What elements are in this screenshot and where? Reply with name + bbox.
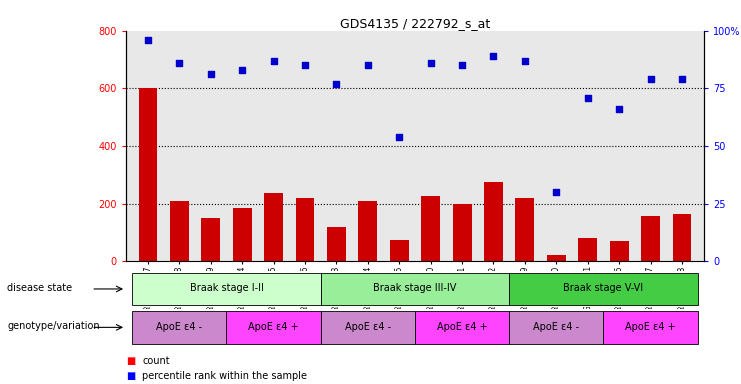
Point (142, 37, 154, 43)
Point (362, 62, 373, 68)
Text: genotype/variation: genotype/variation (7, 321, 100, 331)
Point (268, 58, 279, 64)
Text: disease state: disease state (7, 283, 73, 293)
Bar (484, 182, 503, 261)
Point (425, 60, 436, 66)
Point (456, 62, 468, 68)
Bar (227, 311, 321, 344)
Text: ApoE ε4 -: ApoE ε4 - (156, 322, 202, 332)
Text: ■: ■ (126, 371, 135, 381)
Bar (202, 218, 220, 261)
Bar (327, 227, 346, 261)
Bar (321, 273, 509, 305)
Bar (547, 255, 565, 261)
Text: ApoE ε4 +: ApoE ε4 + (436, 322, 488, 332)
Point (582, 94, 594, 101)
Text: Braak stage I-II: Braak stage I-II (190, 283, 264, 293)
Point (393, 134, 405, 140)
Text: Braak stage III-IV: Braak stage III-IV (373, 283, 456, 293)
Point (614, 106, 625, 112)
Bar (509, 311, 603, 344)
Point (645, 76, 657, 82)
Bar (390, 240, 409, 261)
Point (676, 76, 688, 82)
Text: ApoE ε4 +: ApoE ε4 + (248, 322, 299, 332)
Point (330, 81, 342, 87)
Bar (359, 200, 377, 261)
Text: ■: ■ (126, 356, 135, 366)
Bar (603, 311, 698, 344)
Title: GDS4135 / 222792_s_at: GDS4135 / 222792_s_at (340, 17, 490, 30)
Text: ApoE ε4 -: ApoE ε4 - (534, 322, 579, 332)
Bar (421, 196, 440, 261)
Bar (673, 214, 691, 261)
Point (519, 58, 531, 64)
Text: ApoE ε4 +: ApoE ε4 + (625, 322, 676, 332)
Bar (415, 311, 509, 344)
Text: Braak stage V-VI: Braak stage V-VI (563, 283, 643, 293)
Point (173, 60, 185, 66)
Bar (132, 311, 227, 344)
Point (205, 71, 216, 78)
Bar (516, 198, 534, 261)
Point (236, 67, 248, 73)
Bar (132, 273, 321, 305)
Text: ApoE ε4 -: ApoE ε4 - (345, 322, 391, 332)
Bar (265, 194, 283, 261)
Bar (296, 198, 314, 261)
Bar (641, 217, 660, 261)
Bar (139, 88, 157, 261)
Bar (170, 200, 189, 261)
Bar (578, 238, 597, 261)
Bar (610, 241, 628, 261)
Point (488, 53, 499, 59)
Bar (453, 204, 471, 261)
Point (551, 189, 562, 195)
Bar (321, 311, 415, 344)
Bar (233, 208, 252, 261)
Text: percentile rank within the sample: percentile rank within the sample (142, 371, 308, 381)
Point (299, 62, 311, 68)
Bar (509, 273, 698, 305)
Text: count: count (142, 356, 170, 366)
